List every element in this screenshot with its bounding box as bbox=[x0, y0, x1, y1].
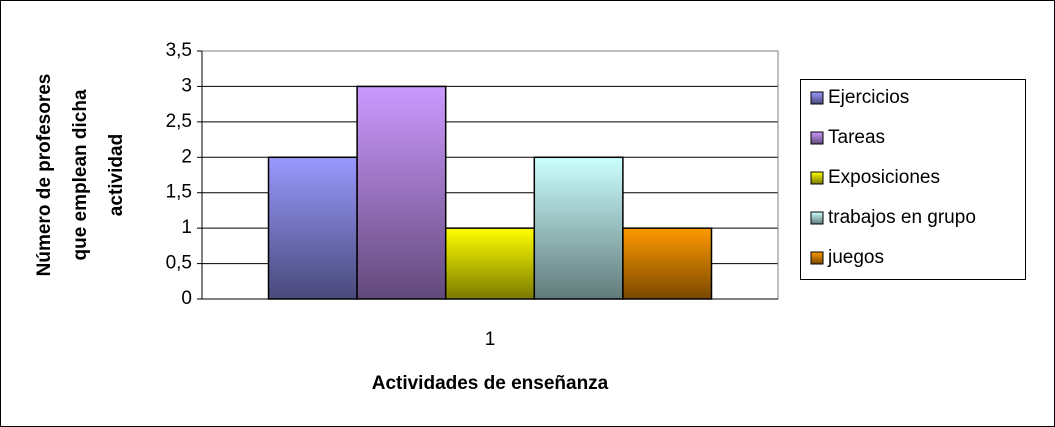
x-tick-label: 1 bbox=[485, 329, 496, 350]
y-axis-title-line: Número de profesores bbox=[34, 74, 55, 277]
y-tick-label: 1 bbox=[181, 217, 192, 238]
bar bbox=[267, 156, 358, 300]
y-tick-label: 2 bbox=[181, 146, 192, 167]
y-axis-title: Número de profesores que emplean dicha a… bbox=[34, 74, 127, 277]
bar bbox=[622, 227, 713, 300]
y-axis-title-line: actividad bbox=[106, 134, 127, 216]
y-tick-label: 3,5 bbox=[166, 40, 192, 61]
y-tick-label: 0,5 bbox=[166, 253, 192, 274]
legend-swatch bbox=[810, 131, 824, 145]
legend-label: Exposiciones bbox=[828, 167, 940, 188]
legend-label: Ejercicios bbox=[828, 87, 909, 108]
legend-swatch bbox=[810, 91, 824, 105]
y-tick-label: 2,5 bbox=[166, 111, 192, 132]
bar bbox=[533, 156, 624, 300]
y-axis-title-line: que emplean dicha bbox=[70, 89, 91, 260]
legend-swatch bbox=[810, 171, 824, 185]
legend-label: Tareas bbox=[828, 127, 885, 148]
legend bbox=[800, 79, 1026, 280]
legend-label: juegos bbox=[827, 247, 884, 268]
legend-label: trabajos en grupo bbox=[828, 207, 976, 228]
y-tick-label: 1,5 bbox=[166, 182, 192, 203]
legend-swatch bbox=[810, 211, 824, 225]
bar bbox=[356, 85, 447, 300]
y-tick-label: 3 bbox=[181, 75, 192, 96]
y-tick-label: 0 bbox=[181, 288, 192, 309]
bar bbox=[444, 227, 536, 300]
x-axis-title: Actividades de enseñanza bbox=[372, 373, 609, 394]
legend-swatch bbox=[810, 251, 824, 265]
